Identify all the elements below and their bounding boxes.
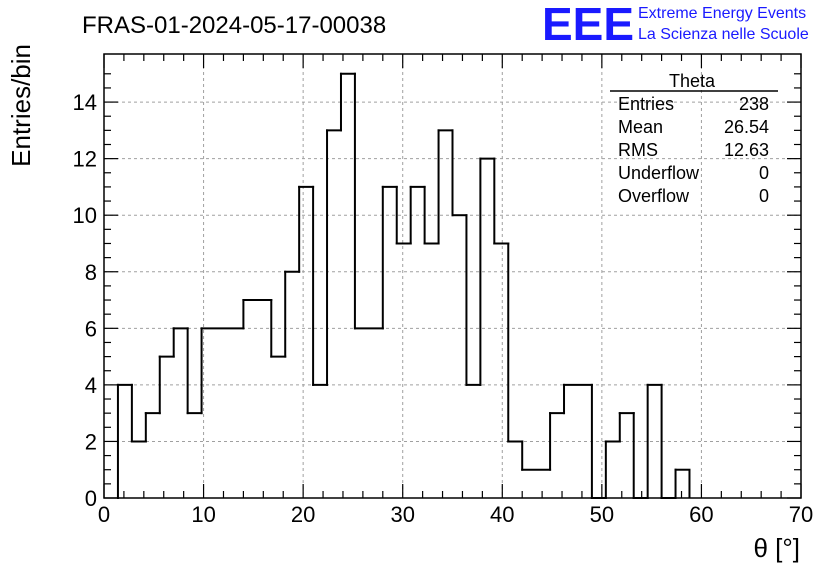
stats-row-label: Overflow xyxy=(618,186,690,206)
x-axis-title: θ [°] xyxy=(753,533,800,563)
stats-row-label: RMS xyxy=(618,140,658,160)
stats-title: Theta xyxy=(669,71,716,91)
stats-row-value: 26.54 xyxy=(724,117,769,137)
y-tick-label: 0 xyxy=(85,486,97,511)
x-tick-label: 70 xyxy=(789,502,813,527)
x-tick-label: 10 xyxy=(191,502,215,527)
stats-row-value: 0 xyxy=(759,186,769,206)
stats-row-label: Underflow xyxy=(618,163,700,183)
eee-logo-mark: EEE xyxy=(542,0,634,50)
eee-logo: EEE Extreme Energy Events La Scienza nel… xyxy=(542,0,809,50)
y-tick-label: 6 xyxy=(85,316,97,341)
axis-ticks: 0 10 20 30 40 50 60 70 0 2 4 6 8 10 12 14 xyxy=(73,54,813,527)
y-tick-label: 10 xyxy=(73,203,97,228)
plot-frame xyxy=(103,53,802,499)
y-tick-label: 14 xyxy=(73,90,97,115)
x-tick-label: 0 xyxy=(98,502,110,527)
plot-frame-rect xyxy=(103,53,802,499)
eee-logo-line2: La Scienza nelle Scuole xyxy=(638,26,809,43)
grid-lines xyxy=(104,54,801,498)
x-tick-label: 20 xyxy=(291,502,315,527)
stats-row-label: Entries xyxy=(618,94,674,114)
chart-title: FRAS-01-2024-05-17-00038 xyxy=(82,12,386,39)
stats-row-label: Mean xyxy=(618,117,663,137)
y-tick-label: 4 xyxy=(85,373,97,398)
stats-row-value: 238 xyxy=(739,94,769,114)
x-tick-label: 30 xyxy=(390,502,414,527)
stats-row-value: 12.63 xyxy=(724,140,769,160)
x-tick-label: 40 xyxy=(490,502,514,527)
y-axis-title: Entries/bin xyxy=(6,44,36,167)
stats-row-value: 0 xyxy=(759,163,769,183)
y-tick-label: 12 xyxy=(73,147,97,172)
x-tick-label: 60 xyxy=(689,502,713,527)
y-tick-label: 2 xyxy=(85,429,97,454)
eee-logo-line1: Extreme Energy Events xyxy=(638,5,806,22)
histogram-outline xyxy=(116,72,691,499)
stats-rows: Entries 238 Mean 26.54 RMS 12.63 Underflow 0 Ove… xyxy=(618,94,769,206)
stats-box: Theta Entries 238 Mean 26.54 RMS 12.63 Underfl… xyxy=(610,71,778,206)
y-tick-label: 8 xyxy=(85,260,97,285)
x-tick-label: 50 xyxy=(590,502,614,527)
